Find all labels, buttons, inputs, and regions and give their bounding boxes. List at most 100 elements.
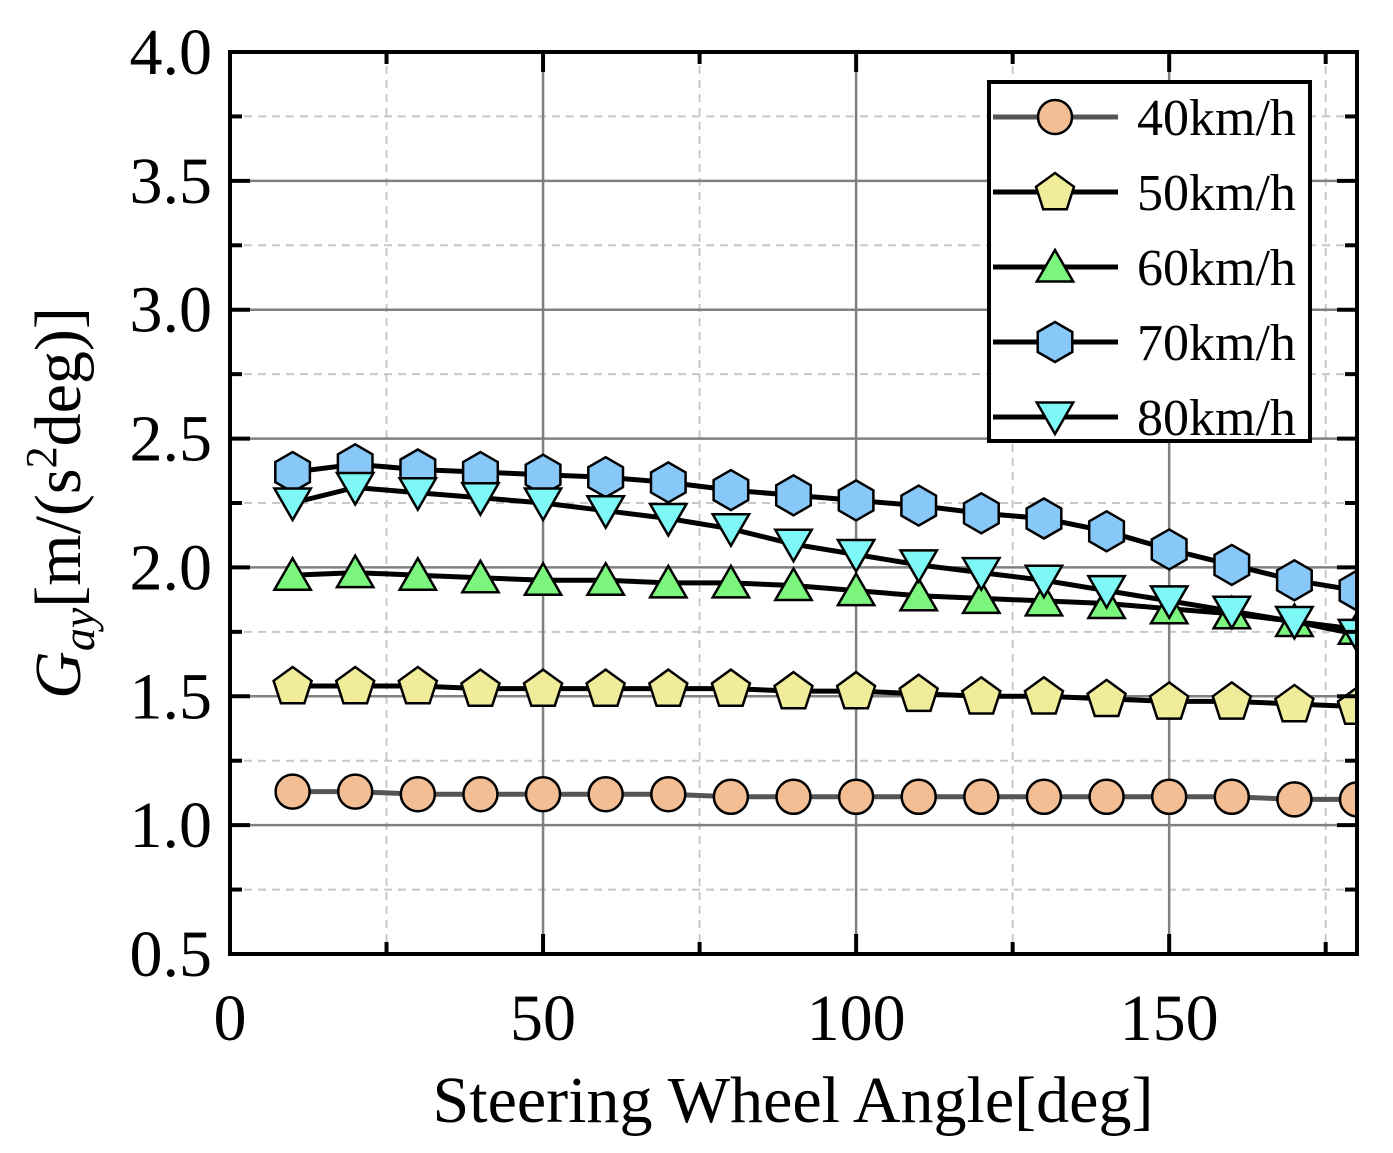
- data-point: [1025, 497, 1063, 540]
- data-point: [963, 778, 1000, 816]
- data-point: [837, 478, 875, 522]
- data-point: [1213, 778, 1251, 816]
- data-point: [272, 665, 314, 705]
- data-point: [1338, 569, 1357, 613]
- legend-marker: [1034, 247, 1076, 283]
- y-axis-subscript: ay: [53, 607, 104, 651]
- legend-item-50km/h: 50km/h: [993, 165, 1296, 222]
- data-point: [775, 778, 812, 816]
- data-point: [898, 576, 940, 612]
- legend-item-80km/h: 80km/h: [993, 390, 1296, 447]
- data-point: [773, 670, 814, 710]
- data-point: [1086, 574, 1127, 611]
- data-point: [460, 482, 501, 518]
- data-point: [835, 571, 877, 607]
- data-point: [1211, 595, 1253, 631]
- data-point: [960, 556, 1002, 593]
- legend-item-40km/h: 40km/h: [993, 90, 1296, 147]
- series-line-60km/h: [292, 570, 1357, 632]
- y-axis-title: Gay[m/(s2deg)]: [17, 307, 104, 699]
- data-point: [710, 513, 752, 549]
- data-point: [272, 487, 313, 523]
- data-point: [710, 668, 752, 707]
- y-axis-unit-suffix: deg)]: [22, 307, 95, 446]
- series-50km/h: [272, 665, 1357, 726]
- data-point: [334, 471, 376, 507]
- legend-marker: [1034, 171, 1076, 211]
- data-point: [459, 668, 501, 707]
- data-point: [1088, 778, 1125, 816]
- data-point: [960, 578, 1002, 615]
- data-point: [898, 673, 940, 713]
- y-tick-label: 3.5: [130, 145, 213, 218]
- data-point: [647, 563, 689, 599]
- x-tick-label: 100: [807, 982, 906, 1055]
- data-point: [835, 538, 877, 574]
- data-point: [397, 476, 439, 513]
- data-point: [334, 665, 376, 705]
- data-point: [397, 555, 439, 591]
- axis-labels: 0 50 100 150 0.5 1.0 1.5 2.0 2.5 3.0 3.5 4.0: [130, 16, 1219, 1055]
- data-point: [585, 560, 627, 597]
- legend-label: 70km/h: [1137, 315, 1296, 372]
- data-point: [1148, 680, 1190, 720]
- legend-marker: [1034, 401, 1076, 437]
- x-axis-title: Steering Wheel Angle[deg]: [433, 1064, 1154, 1137]
- data-point: [1087, 509, 1126, 553]
- data-point: [1023, 675, 1065, 715]
- data-point: [773, 566, 814, 602]
- legend-box: [987, 80, 1312, 443]
- data-point: [587, 455, 625, 499]
- data-point: [712, 778, 750, 816]
- series-line-70km/h: [292, 461, 1357, 594]
- legend-marker: [1036, 98, 1074, 136]
- x-tick-label: 50: [510, 982, 576, 1055]
- data-point: [710, 563, 752, 599]
- data-point: [773, 528, 814, 564]
- data-point: [587, 775, 624, 813]
- data-point: [835, 670, 877, 710]
- data-point: [1338, 781, 1357, 818]
- data-point: [460, 558, 501, 594]
- data-point: [1274, 605, 1315, 641]
- data-point: [898, 549, 940, 585]
- data-point: [1211, 680, 1253, 720]
- data-point: [522, 487, 564, 523]
- data-point: [1336, 618, 1357, 654]
- data-point: [960, 675, 1002, 715]
- y-axis-unit-superscript: 2: [17, 446, 66, 468]
- data-point: [1025, 778, 1063, 816]
- data-point: [647, 502, 689, 538]
- y-axis-unit-prefix: [m/(s: [22, 468, 95, 607]
- legend-label: 60km/h: [1137, 240, 1296, 297]
- data-point: [1213, 543, 1251, 587]
- series-60km/h: [272, 553, 1357, 646]
- data-point: [1273, 683, 1315, 723]
- data-point: [462, 775, 499, 813]
- data-point: [649, 460, 687, 504]
- data-point: [272, 555, 313, 591]
- data-point: [336, 773, 374, 810]
- data-point: [900, 484, 938, 528]
- y-tick-label: 4.0: [130, 16, 213, 89]
- y-tick-label: 1.5: [130, 660, 213, 733]
- data-point: [334, 553, 376, 589]
- data-point: [1150, 778, 1188, 816]
- y-tick-label: 1.0: [130, 789, 213, 862]
- legend-item-60km/h: 60km/h: [993, 240, 1296, 297]
- data-point: [1148, 585, 1190, 621]
- legend-item-70km/h: 70km/h: [993, 315, 1296, 372]
- data-point: [647, 668, 689, 707]
- data-point: [1150, 527, 1188, 571]
- data-point: [900, 778, 937, 816]
- y-tick-label: 3.0: [130, 274, 213, 347]
- data-point: [522, 668, 564, 707]
- data-point: [1023, 564, 1065, 600]
- data-point: [1276, 781, 1313, 818]
- legend-label: 40km/h: [1137, 90, 1296, 147]
- y-tick-label: 2.5: [130, 403, 213, 476]
- x-tick-label: 0: [214, 982, 247, 1055]
- y-tick-label: 2.0: [130, 531, 213, 604]
- legend-label: 50km/h: [1137, 165, 1296, 222]
